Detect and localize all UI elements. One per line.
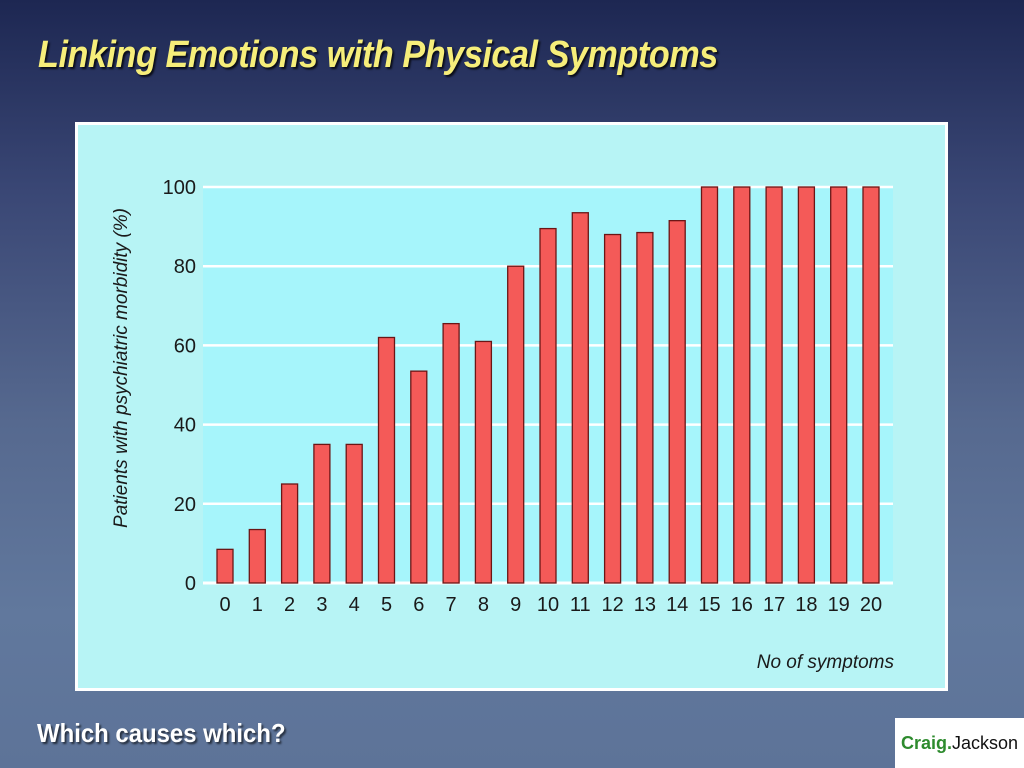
y-tick-label: 40	[174, 415, 196, 437]
bar	[507, 265, 525, 584]
logo-first-name: Craig.	[900, 732, 952, 753]
y-axis-label: Patients with psychiatric morbidity (%)	[111, 208, 132, 528]
bar	[313, 443, 331, 584]
chart-panel: 0 20 40 60 80 100 0 1 2 3 4 5 6 7 8 9 10 11 12 13 14 15 16 17 1…	[75, 122, 948, 691]
slide-title: Linking Emotions with Physical Symptoms	[38, 34, 718, 76]
bar	[377, 336, 396, 584]
x-tick-label: 10	[537, 594, 559, 616]
x-tick-label: 13	[634, 594, 656, 616]
x-tick-label: 7	[446, 594, 457, 616]
y-tick-label: 80	[174, 256, 196, 278]
bar	[636, 231, 654, 584]
x-tick-label: 9	[510, 594, 521, 616]
x-tick-label: 8	[478, 594, 489, 616]
y-tick-label: 0	[185, 573, 196, 595]
bar	[248, 528, 266, 584]
bars	[216, 186, 880, 584]
x-tick-label: 3	[316, 594, 327, 616]
bar	[474, 340, 493, 584]
x-tick-label: 18	[795, 594, 817, 616]
bar	[345, 443, 363, 584]
bar	[539, 227, 557, 584]
x-tick-label: 11	[570, 594, 591, 616]
x-tick-label: 4	[349, 594, 360, 616]
x-tick-label: 1	[252, 594, 263, 616]
bar	[410, 370, 428, 584]
x-tick-label: 16	[731, 594, 753, 616]
x-tick-label: 2	[284, 594, 295, 616]
y-tick-labels: 0 20 40 60 80 100	[163, 177, 196, 595]
bar	[668, 220, 686, 584]
bar	[700, 186, 719, 584]
bar	[765, 186, 783, 584]
x-axis-label: No of symptoms	[757, 652, 895, 673]
x-tick-label: 12	[601, 594, 623, 616]
x-tick-label: 5	[381, 594, 392, 616]
footer-question: Which causes which?	[37, 718, 286, 748]
bar	[571, 212, 589, 584]
x-tick-label: 20	[860, 594, 882, 616]
y-tick-label: 20	[174, 494, 196, 516]
bar	[603, 233, 622, 584]
bar	[442, 322, 460, 584]
bar	[830, 186, 848, 584]
bar	[280, 483, 299, 584]
bar	[797, 186, 816, 584]
author-logo: Craig. Jackson	[895, 718, 1024, 768]
bar	[216, 548, 234, 584]
y-tick-label: 100	[163, 177, 196, 199]
x-tick-labels: 0 1 2 3 4 5 6 7 8 9 10 11 12 13 14 15 16 17 18 19 20	[219, 594, 882, 616]
x-tick-label: 6	[413, 594, 424, 616]
x-tick-label: 19	[828, 594, 850, 616]
logo-last-name: Jackson	[951, 732, 1019, 753]
bar	[733, 186, 751, 584]
x-tick-label: 15	[698, 594, 720, 616]
x-tick-label: 0	[219, 594, 230, 616]
x-tick-label: 14	[666, 594, 688, 616]
x-tick-label: 17	[763, 594, 785, 616]
bar	[862, 186, 880, 584]
y-tick-label: 60	[174, 335, 196, 357]
